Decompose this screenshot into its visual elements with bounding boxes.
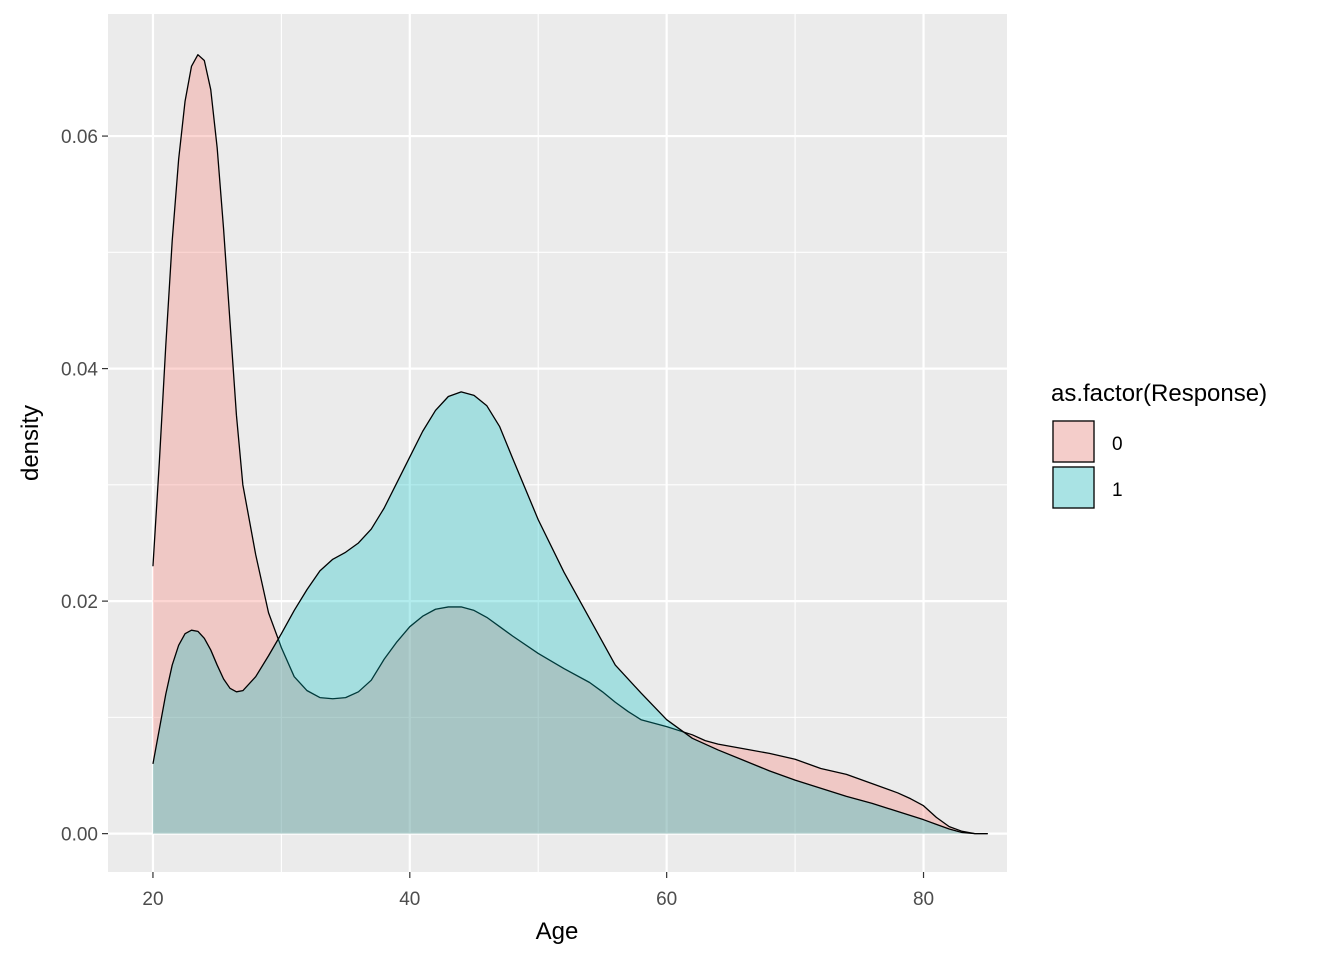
density-line-1 [152,391,988,835]
legend-label-1: 1 [1112,480,1123,501]
legend-keys: 01 [1052,420,1123,509]
legend-key-bg [1052,420,1095,463]
legend-key-1 [1052,466,1095,509]
legend-label-0: 0 [1112,434,1123,455]
grid-minor [108,14,1007,872]
y-axis-title: density [17,405,44,481]
x-tick-label: 80 [913,889,934,910]
x-tick-label: 60 [656,889,677,910]
legend-key-bg [1052,466,1095,509]
grid-major [108,14,1007,872]
x-axis-title: Age [536,918,579,945]
density-line-0 [152,54,988,835]
density-areas [152,54,988,835]
density-area-1 [152,391,988,834]
y-tick-label: 0.00 [61,825,98,846]
x-tick-label: 40 [399,889,420,910]
density-area-0 [152,54,988,834]
y-tick-label: 0.02 [61,592,98,613]
plot-panel [108,14,1007,872]
legend-title: as.factor(Response) [1051,380,1267,407]
legend: as.factor(Response) 01 [1051,380,1267,509]
x-axis: 20 40 60 80 [142,872,934,910]
legend-key-0 [1052,420,1095,463]
y-axis: 0.00 0.02 0.04 0.06 [61,127,108,846]
x-tick-label: 20 [142,889,163,910]
y-tick-label: 0.04 [61,360,98,381]
y-tick-label: 0.06 [61,127,98,148]
